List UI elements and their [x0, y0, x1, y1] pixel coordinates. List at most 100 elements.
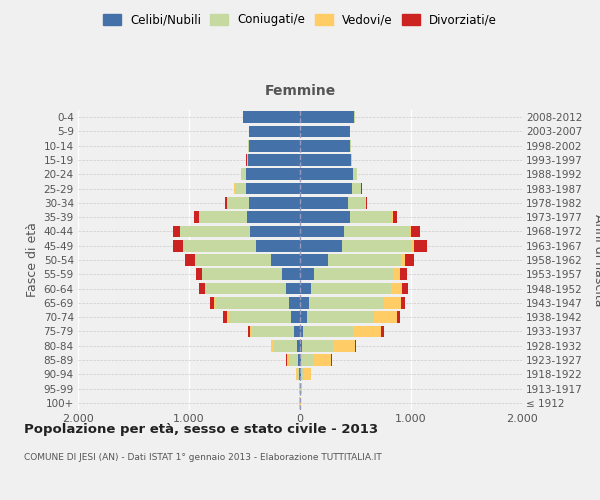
- Bar: [199, 282, 205, 294]
- Bar: [223, 312, 227, 323]
- Y-axis label: Fasce di età: Fasce di età: [26, 222, 40, 298]
- Bar: [304, 326, 353, 338]
- Bar: [248, 326, 250, 338]
- Bar: [250, 326, 252, 338]
- Bar: [289, 297, 300, 308]
- Bar: [302, 340, 333, 351]
- Bar: [351, 154, 352, 166]
- Bar: [314, 268, 393, 280]
- Bar: [296, 340, 300, 351]
- Bar: [401, 297, 406, 308]
- Bar: [392, 212, 397, 223]
- Bar: [385, 297, 401, 308]
- Bar: [300, 297, 309, 308]
- Bar: [185, 254, 195, 266]
- Bar: [300, 226, 344, 237]
- Bar: [247, 154, 248, 166]
- Bar: [180, 226, 250, 237]
- Bar: [250, 226, 300, 237]
- Bar: [225, 197, 227, 208]
- Bar: [366, 197, 367, 208]
- Bar: [300, 354, 301, 366]
- Bar: [241, 168, 245, 180]
- Bar: [291, 312, 300, 323]
- Bar: [397, 312, 400, 323]
- Bar: [307, 312, 374, 323]
- Bar: [248, 154, 300, 166]
- Bar: [271, 254, 300, 266]
- Legend: Celibi/Nubili, Coniugati/e, Vedovi/e, Divorziati/e: Celibi/Nubili, Coniugati/e, Vedovi/e, Di…: [100, 11, 500, 28]
- Bar: [173, 226, 180, 237]
- Bar: [350, 212, 392, 223]
- Bar: [300, 154, 351, 166]
- Bar: [374, 312, 397, 323]
- Bar: [300, 212, 350, 223]
- Bar: [289, 354, 298, 366]
- Bar: [348, 197, 365, 208]
- Bar: [173, 240, 183, 252]
- Bar: [286, 282, 300, 294]
- Bar: [245, 182, 300, 194]
- Bar: [328, 254, 401, 266]
- Bar: [300, 182, 352, 194]
- Bar: [400, 268, 407, 280]
- Bar: [249, 140, 300, 151]
- Bar: [301, 368, 304, 380]
- Bar: [381, 326, 384, 338]
- Text: Femmine: Femmine: [265, 84, 335, 98]
- Bar: [196, 254, 271, 266]
- Bar: [282, 268, 300, 280]
- Bar: [196, 268, 202, 280]
- Bar: [274, 340, 296, 351]
- Bar: [412, 240, 415, 252]
- Bar: [411, 226, 420, 237]
- Bar: [249, 126, 300, 138]
- Bar: [184, 240, 256, 252]
- Bar: [215, 297, 289, 308]
- Bar: [415, 240, 427, 252]
- Text: Popolazione per età, sesso e stato civile - 2013: Popolazione per età, sesso e stato civil…: [24, 422, 378, 436]
- Bar: [344, 226, 410, 237]
- Y-axis label: Anni di nascita: Anni di nascita: [592, 214, 600, 306]
- Bar: [205, 282, 206, 294]
- Bar: [410, 226, 411, 237]
- Bar: [391, 282, 402, 294]
- Bar: [298, 354, 300, 366]
- Bar: [296, 368, 299, 380]
- Bar: [227, 312, 229, 323]
- Bar: [202, 268, 282, 280]
- Bar: [402, 282, 407, 294]
- Bar: [199, 212, 247, 223]
- Bar: [295, 326, 300, 338]
- Bar: [300, 126, 350, 138]
- Bar: [235, 182, 245, 194]
- Bar: [300, 368, 301, 380]
- Bar: [393, 268, 400, 280]
- Bar: [244, 112, 300, 123]
- Bar: [333, 340, 355, 351]
- Bar: [342, 240, 412, 252]
- Bar: [304, 368, 311, 380]
- Bar: [352, 182, 361, 194]
- Bar: [247, 212, 300, 223]
- Bar: [271, 340, 274, 351]
- Bar: [300, 268, 314, 280]
- Bar: [300, 197, 348, 208]
- Bar: [314, 354, 331, 366]
- Bar: [300, 168, 353, 180]
- Text: COMUNE DI JESI (AN) - Dati ISTAT 1° gennaio 2013 - Elaborazione TUTTITALIA.IT: COMUNE DI JESI (AN) - Dati ISTAT 1° genn…: [24, 452, 382, 462]
- Bar: [300, 326, 304, 338]
- Bar: [300, 340, 302, 351]
- Bar: [299, 368, 300, 380]
- Bar: [301, 382, 302, 394]
- Bar: [287, 354, 289, 366]
- Bar: [300, 112, 355, 123]
- Bar: [206, 282, 286, 294]
- Bar: [300, 254, 328, 266]
- Bar: [209, 297, 214, 308]
- Bar: [227, 197, 249, 208]
- Bar: [252, 326, 295, 338]
- Bar: [406, 254, 415, 266]
- Bar: [309, 297, 385, 308]
- Bar: [300, 282, 311, 294]
